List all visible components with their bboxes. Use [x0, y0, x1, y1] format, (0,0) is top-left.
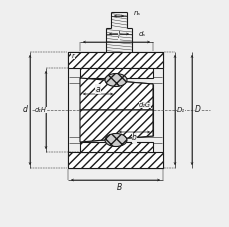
Bar — [80, 142, 152, 152]
Text: d₂G: d₂G — [138, 102, 150, 108]
Text: d: d — [22, 106, 27, 114]
Text: B: B — [116, 183, 121, 192]
Bar — [80, 68, 152, 78]
Bar — [80, 142, 152, 152]
Bar — [80, 68, 152, 78]
Text: l: l — [117, 32, 120, 40]
Ellipse shape — [105, 133, 126, 146]
Text: D₁: D₁ — [176, 107, 184, 113]
Bar — [68, 152, 162, 168]
Ellipse shape — [105, 74, 126, 86]
Text: D: D — [194, 106, 200, 114]
Polygon shape — [80, 110, 152, 142]
Text: r: r — [71, 53, 74, 59]
Text: a: a — [95, 84, 100, 94]
Text: b: b — [131, 133, 136, 143]
Polygon shape — [80, 78, 152, 110]
Text: dₛ: dₛ — [138, 31, 145, 37]
Text: nₛ: nₛ — [133, 10, 140, 16]
Text: d₁H: d₁H — [35, 107, 47, 113]
Bar — [68, 52, 162, 68]
Bar — [68, 52, 162, 68]
Bar — [68, 152, 162, 168]
